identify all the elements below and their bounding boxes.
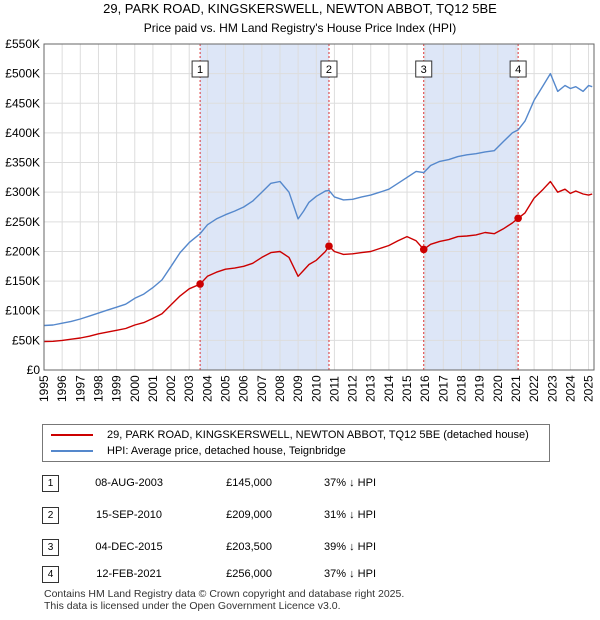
- transaction-point: [514, 214, 522, 223]
- x-tick-label: 2013: [364, 375, 378, 402]
- transaction-label-frame: [191, 60, 209, 78]
- y-tick-label: £500K: [5, 67, 40, 81]
- transaction-point: [419, 245, 428, 254]
- x-tick-label: 2019: [473, 375, 487, 402]
- legend-item-hpi: HPI: Average price, detached house, Teig…: [51, 443, 346, 459]
- transaction-label-box: 4: [509, 60, 527, 78]
- transaction-hpi-diff: 37% ↓ HPI: [324, 568, 376, 580]
- y-tick-label: £150K: [5, 274, 40, 288]
- chart-subtitle: Price paid vs. HM Land Registry's House …: [144, 21, 456, 35]
- legend-item-property: 29, PARK ROAD, KINGSKERSWELL, NEWTON ABB…: [51, 427, 529, 443]
- y-tick-label: £250K: [5, 215, 40, 229]
- x-tick-label: 1995: [37, 375, 51, 402]
- transaction-label-number: 2: [326, 64, 332, 76]
- y-tick-label: £300K: [5, 185, 40, 199]
- y-tick-label: £400K: [5, 126, 40, 140]
- transaction-number: 1: [42, 475, 59, 492]
- transaction-label-box: 2: [320, 60, 338, 78]
- price-chart: 29, PARK ROAD, KINGSKERSWELL, NEWTON ABB…: [5, 1, 596, 402]
- x-tick-label: 2024: [563, 375, 577, 402]
- x-tick-label: 1998: [91, 375, 105, 402]
- y-tick-label: £100K: [5, 304, 40, 318]
- x-tick-label: 2002: [164, 375, 178, 402]
- y-tick-label: £0: [27, 363, 41, 377]
- transaction-label-box: 3: [415, 60, 433, 78]
- x-tick-label: 1999: [110, 375, 124, 402]
- x-tick-label: 2006: [237, 375, 251, 402]
- transaction-label-number: 1: [197, 64, 203, 76]
- legend-label-hpi: HPI: Average price, detached house, Teig…: [107, 445, 346, 457]
- table-row: 3 04-DEC-2015 £203,500 39% ↓ HPI: [42, 537, 562, 557]
- transaction-point: [325, 242, 333, 250]
- footer-licence: This data is licensed under the Open Gov…: [44, 599, 341, 612]
- y-tick-label: £200K: [5, 244, 40, 258]
- x-tick-label: 2008: [273, 375, 287, 402]
- legend-swatch-hpi: [51, 450, 93, 452]
- transaction-label-frame: [320, 60, 338, 78]
- x-tick-label: 2004: [200, 375, 214, 402]
- transaction-hpi-diff: 31% ↓ HPI: [324, 509, 376, 521]
- y-tick-label: £50K: [12, 333, 40, 347]
- transaction-date: 04-DEC-2015: [95, 541, 163, 553]
- transaction-label-number: 4: [515, 64, 521, 76]
- table-row: 4 12-FEB-2021 £256,000 37% ↓ HPI: [42, 564, 562, 584]
- x-tick-label: 2017: [436, 375, 450, 402]
- x-tick-label: 2023: [545, 375, 559, 402]
- ownership-band: [423, 44, 519, 370]
- x-tick-label: 2018: [454, 375, 468, 402]
- x-tick-label: 2016: [418, 375, 432, 402]
- y-tick-label: £550K: [5, 37, 40, 51]
- transaction-label-box: 1: [191, 60, 209, 78]
- y-tick-label: £450K: [5, 96, 40, 110]
- transaction-price: £203,500: [226, 541, 272, 553]
- transaction-label-frame: [415, 60, 433, 78]
- x-tick-label: 2015: [400, 375, 414, 402]
- x-tick-label: 2001: [146, 375, 160, 402]
- x-tick-label: 2021: [509, 375, 523, 402]
- x-tick-label: 2005: [219, 375, 233, 402]
- transaction-price: £256,000: [226, 568, 272, 580]
- transaction-price: £209,000: [226, 509, 272, 521]
- transaction-point: [196, 280, 204, 288]
- transaction-label-number: 3: [421, 64, 427, 76]
- transaction-price: £145,000: [226, 477, 272, 489]
- x-tick-label: 2007: [255, 375, 269, 402]
- table-row: 1 08-AUG-2003 £145,000 37% ↓ HPI: [42, 473, 562, 493]
- x-tick-label: 2012: [346, 375, 360, 402]
- hpi-line: [43, 72, 593, 327]
- y-tick-label: £350K: [5, 156, 40, 170]
- transaction-number: 4: [42, 566, 59, 583]
- x-tick-label: 2011: [327, 376, 341, 402]
- transaction-number: 2: [42, 507, 59, 524]
- x-tick-label: 2010: [309, 375, 323, 402]
- legend-label-property: 29, PARK ROAD, KINGSKERSWELL, NEWTON ABB…: [107, 429, 529, 441]
- x-tick-label: 1997: [73, 375, 87, 402]
- x-tick-label: 2003: [182, 375, 196, 402]
- transaction-hpi-diff: 37% ↓ HPI: [324, 477, 376, 489]
- x-tick-label: 2020: [491, 375, 505, 402]
- transaction-date: 12-FEB-2021: [96, 568, 162, 580]
- x-tick-label: 1996: [55, 375, 69, 402]
- x-tick-label: 2009: [291, 375, 305, 402]
- legend: 29, PARK ROAD, KINGSKERSWELL, NEWTON ABB…: [42, 424, 550, 462]
- table-row: 2 15-SEP-2010 £209,000 31% ↓ HPI: [42, 505, 562, 525]
- x-tick-label: 2022: [527, 375, 541, 402]
- transaction-date: 08-AUG-2003: [95, 477, 163, 489]
- transaction-number: 3: [42, 539, 59, 556]
- x-tick-label: 2000: [128, 375, 142, 402]
- transaction-label-frame: [509, 60, 527, 78]
- chart-title: 29, PARK ROAD, KINGSKERSWELL, NEWTON ABB…: [103, 1, 497, 16]
- transaction-hpi-diff: 39% ↓ HPI: [324, 541, 376, 553]
- plot-border: [43, 43, 595, 371]
- x-tick-label: 2014: [382, 375, 396, 402]
- footer: Contains HM Land Registry data © Crown c…: [44, 588, 405, 612]
- footer-copyright: Contains HM Land Registry data © Crown c…: [44, 588, 405, 600]
- transaction-date: 15-SEP-2010: [95, 509, 163, 521]
- ownership-band: [200, 44, 329, 370]
- legend-swatch-property: [51, 434, 93, 436]
- x-tick-label: 2025: [582, 375, 596, 402]
